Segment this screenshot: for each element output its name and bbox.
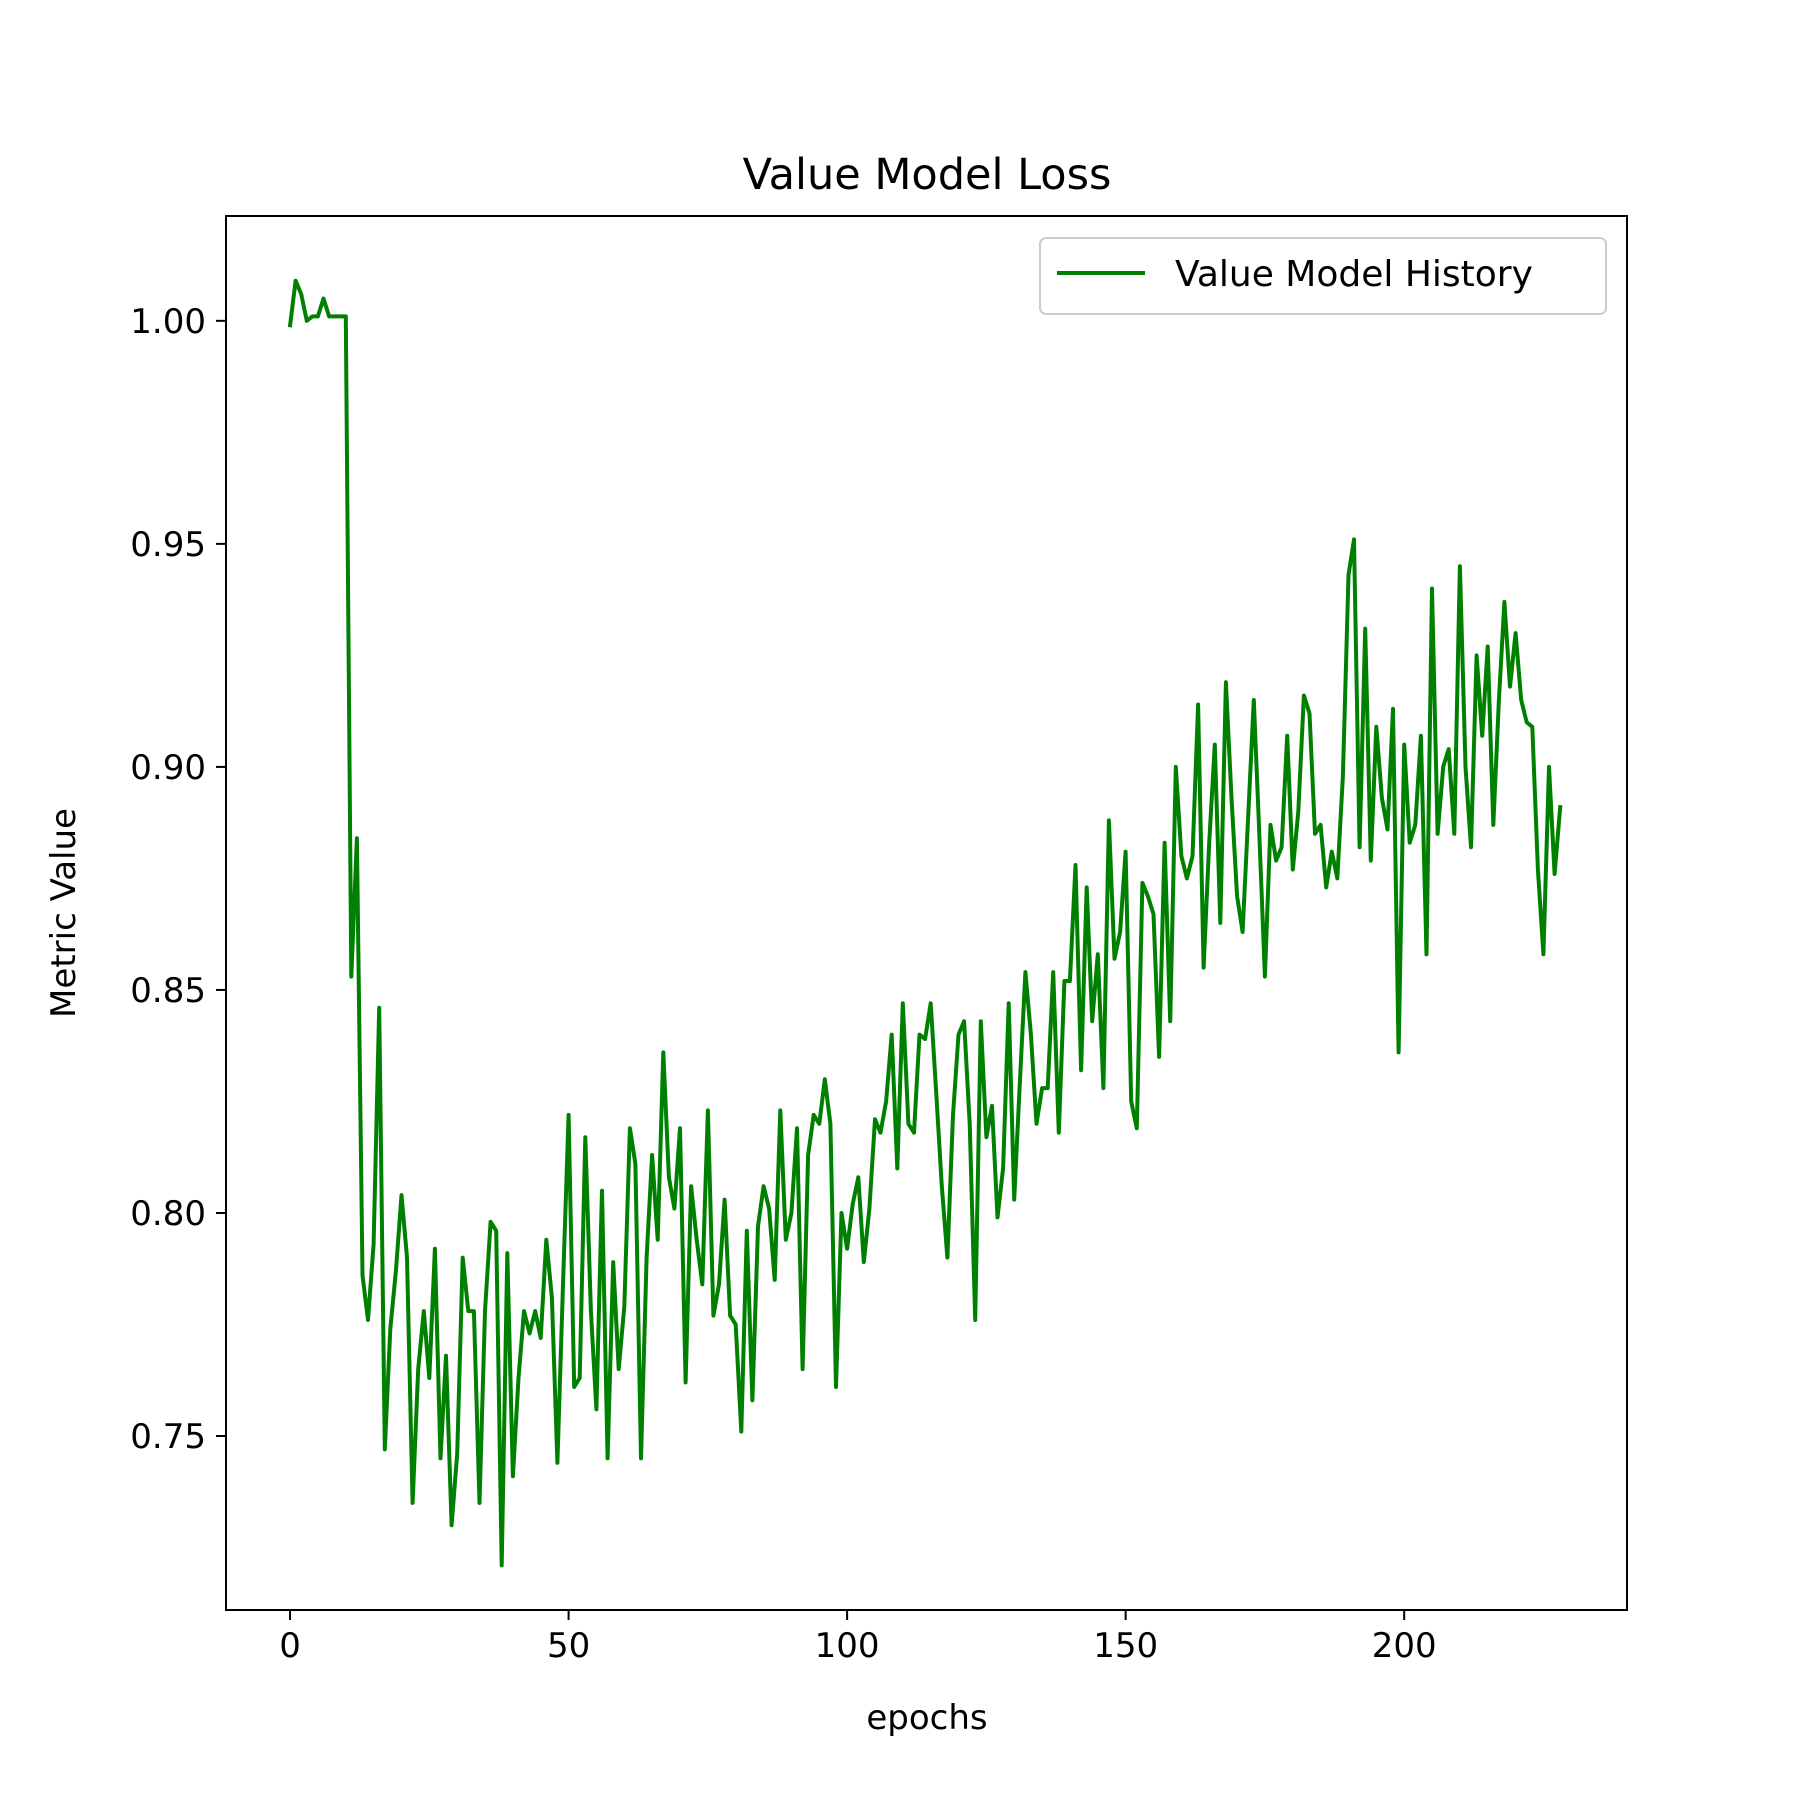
x-tick-label: 0 [279, 1626, 301, 1666]
x-tick-label: 50 [547, 1626, 590, 1666]
series-line-value-model-history [287, 278, 1563, 1568]
y-tick-label: 0.75 [130, 1417, 206, 1457]
x-tick-label: 150 [1093, 1626, 1158, 1666]
y-tick-label: 0.95 [130, 525, 206, 565]
chart-title: Value Model Loss [743, 150, 1112, 200]
x-axis-ticks: 0 50 100 150 200 [279, 1610, 1437, 1666]
legend-label: Value Model History [1175, 254, 1533, 295]
y-tick-label: 1.00 [130, 302, 206, 342]
x-axis-label: epochs [866, 1698, 987, 1738]
plot-frame [225, 215, 1628, 1611]
y-tick-label: 0.80 [130, 1194, 206, 1234]
x-tick-label: 100 [815, 1626, 880, 1666]
y-tick-label: 0.85 [130, 971, 206, 1011]
y-tick-label: 0.90 [130, 748, 206, 788]
y-axis-label: Metric Value [44, 808, 84, 1018]
legend: Value Model History [1039, 237, 1607, 315]
x-tick-label: 200 [1372, 1626, 1437, 1666]
y-axis-ticks: 0.75 0.80 0.85 0.90 0.95 1.00 [130, 302, 226, 1457]
legend-box [1039, 237, 1607, 315]
